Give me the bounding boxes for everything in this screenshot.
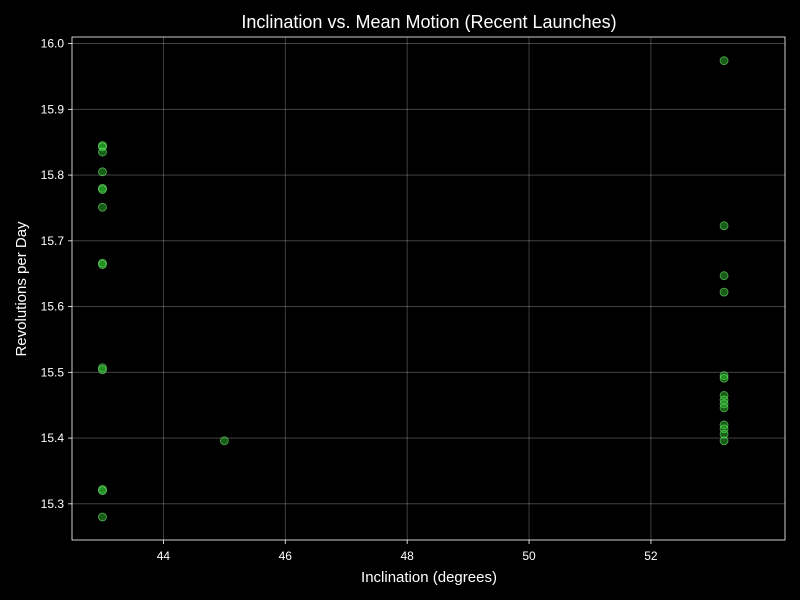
- y-tick-label: 15.5: [41, 365, 65, 379]
- data-point: [98, 363, 107, 373]
- grid: [72, 37, 785, 540]
- data-point: [719, 221, 729, 231]
- y-tick-label: 15.9: [41, 102, 65, 116]
- data-point: [98, 260, 107, 269]
- x-tick-label: 52: [644, 549, 658, 563]
- x-axis-label: Inclination (degrees): [361, 569, 497, 586]
- x-tick-label: 50: [522, 549, 536, 563]
- data-point: [719, 56, 729, 66]
- data-point: [98, 202, 107, 212]
- data-point: [719, 373, 729, 383]
- y-tick-label: 15.4: [41, 431, 65, 445]
- data-point: [719, 287, 729, 297]
- y-tick-label: 15.8: [41, 168, 65, 182]
- y-tick-label: 15.3: [41, 497, 65, 511]
- data-points: [98, 56, 729, 522]
- chart-title: Inclination vs. Mean Motion (Recent Laun…: [241, 12, 616, 32]
- y-tick-label: 16.0: [41, 37, 65, 51]
- data-point: [98, 185, 107, 194]
- axis-ticks: 44 46 48 50 52 15.3 15.4 15.5 15.6 15.7 15.8 15.9 16…: [41, 37, 658, 563]
- data-point: [98, 486, 107, 496]
- x-tick-label: 46: [279, 549, 293, 563]
- data-point: [98, 167, 107, 177]
- data-point: [219, 436, 229, 446]
- y-tick-label: 15.6: [41, 300, 65, 314]
- y-axis-label: Revolutions per Day: [13, 221, 30, 357]
- data-point: [719, 429, 729, 439]
- data-point: [719, 403, 729, 413]
- y-tick-label: 15.7: [41, 234, 65, 248]
- x-tick-label: 44: [157, 549, 171, 563]
- data-point: [719, 371, 729, 381]
- data-point: [98, 365, 107, 375]
- x-tick-label: 48: [400, 549, 414, 563]
- data-point: [719, 271, 729, 281]
- data-point: [719, 436, 729, 446]
- data-point: [719, 390, 729, 400]
- plot-frame: [71, 36, 786, 541]
- data-point: [98, 512, 107, 522]
- data-point: [98, 147, 107, 157]
